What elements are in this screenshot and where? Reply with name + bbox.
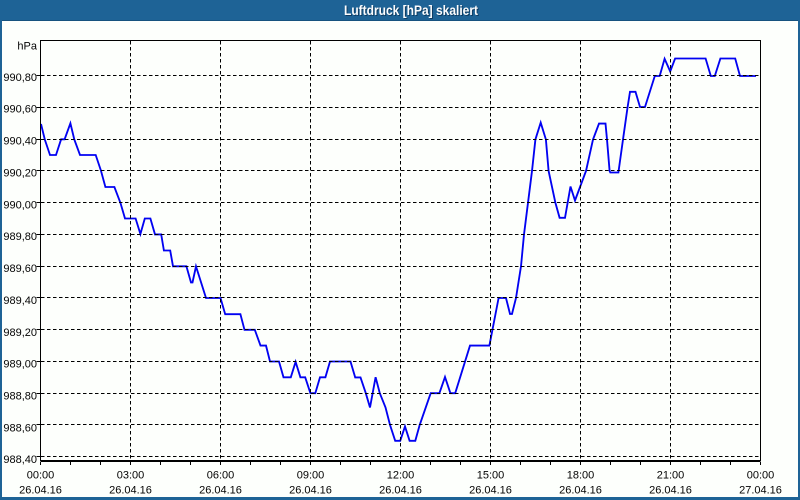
svg-text:26.04.16: 26.04.16 [289, 485, 332, 497]
svg-text:990,60: 990,60 [3, 104, 37, 116]
svg-text:21:00: 21:00 [657, 470, 685, 482]
svg-text:26.04.16: 26.04.16 [109, 485, 152, 497]
svg-text:hPa: hPa [17, 41, 37, 53]
svg-text:989,80: 989,80 [3, 231, 37, 243]
svg-text:03:00: 03:00 [117, 470, 145, 482]
svg-text:12:00: 12:00 [387, 470, 415, 482]
svg-text:26.04.16: 26.04.16 [649, 485, 692, 497]
svg-text:990,40: 990,40 [3, 136, 37, 148]
svg-text:26.04.16: 26.04.16 [469, 485, 512, 497]
svg-text:989,40: 989,40 [3, 295, 37, 307]
svg-text:26.04.16: 26.04.16 [19, 485, 62, 497]
svg-text:09:00: 09:00 [297, 470, 325, 482]
svg-text:988,40: 988,40 [3, 454, 37, 466]
svg-text:00:00: 00:00 [747, 470, 775, 482]
svg-text:989,00: 989,00 [3, 359, 37, 371]
svg-text:Luftdruck [hPa] skaliert: Luftdruck [hPa] skaliert [344, 3, 478, 18]
svg-text:27.04.16: 27.04.16 [739, 485, 782, 497]
svg-text:Luftdruck [hPa] skaliert: Luftdruck [hPa] skaliert [345, 4, 479, 19]
svg-text:990,20: 990,20 [3, 167, 37, 179]
svg-text:989,60: 989,60 [3, 263, 37, 275]
svg-text:26.04.16: 26.04.16 [559, 485, 602, 497]
svg-text:989,20: 989,20 [3, 327, 37, 339]
svg-text:26.04.16: 26.04.16 [199, 485, 242, 497]
svg-text:06:00: 06:00 [207, 470, 235, 482]
svg-text:26.04.16: 26.04.16 [379, 485, 422, 497]
svg-text:990,80: 990,80 [3, 72, 37, 84]
svg-text:18:00: 18:00 [567, 470, 595, 482]
svg-text:00:00: 00:00 [27, 470, 55, 482]
svg-text:988,60: 988,60 [3, 422, 37, 434]
svg-text:988,80: 988,80 [3, 391, 37, 403]
svg-text:990,00: 990,00 [3, 199, 37, 211]
svg-text:15:00: 15:00 [477, 470, 505, 482]
